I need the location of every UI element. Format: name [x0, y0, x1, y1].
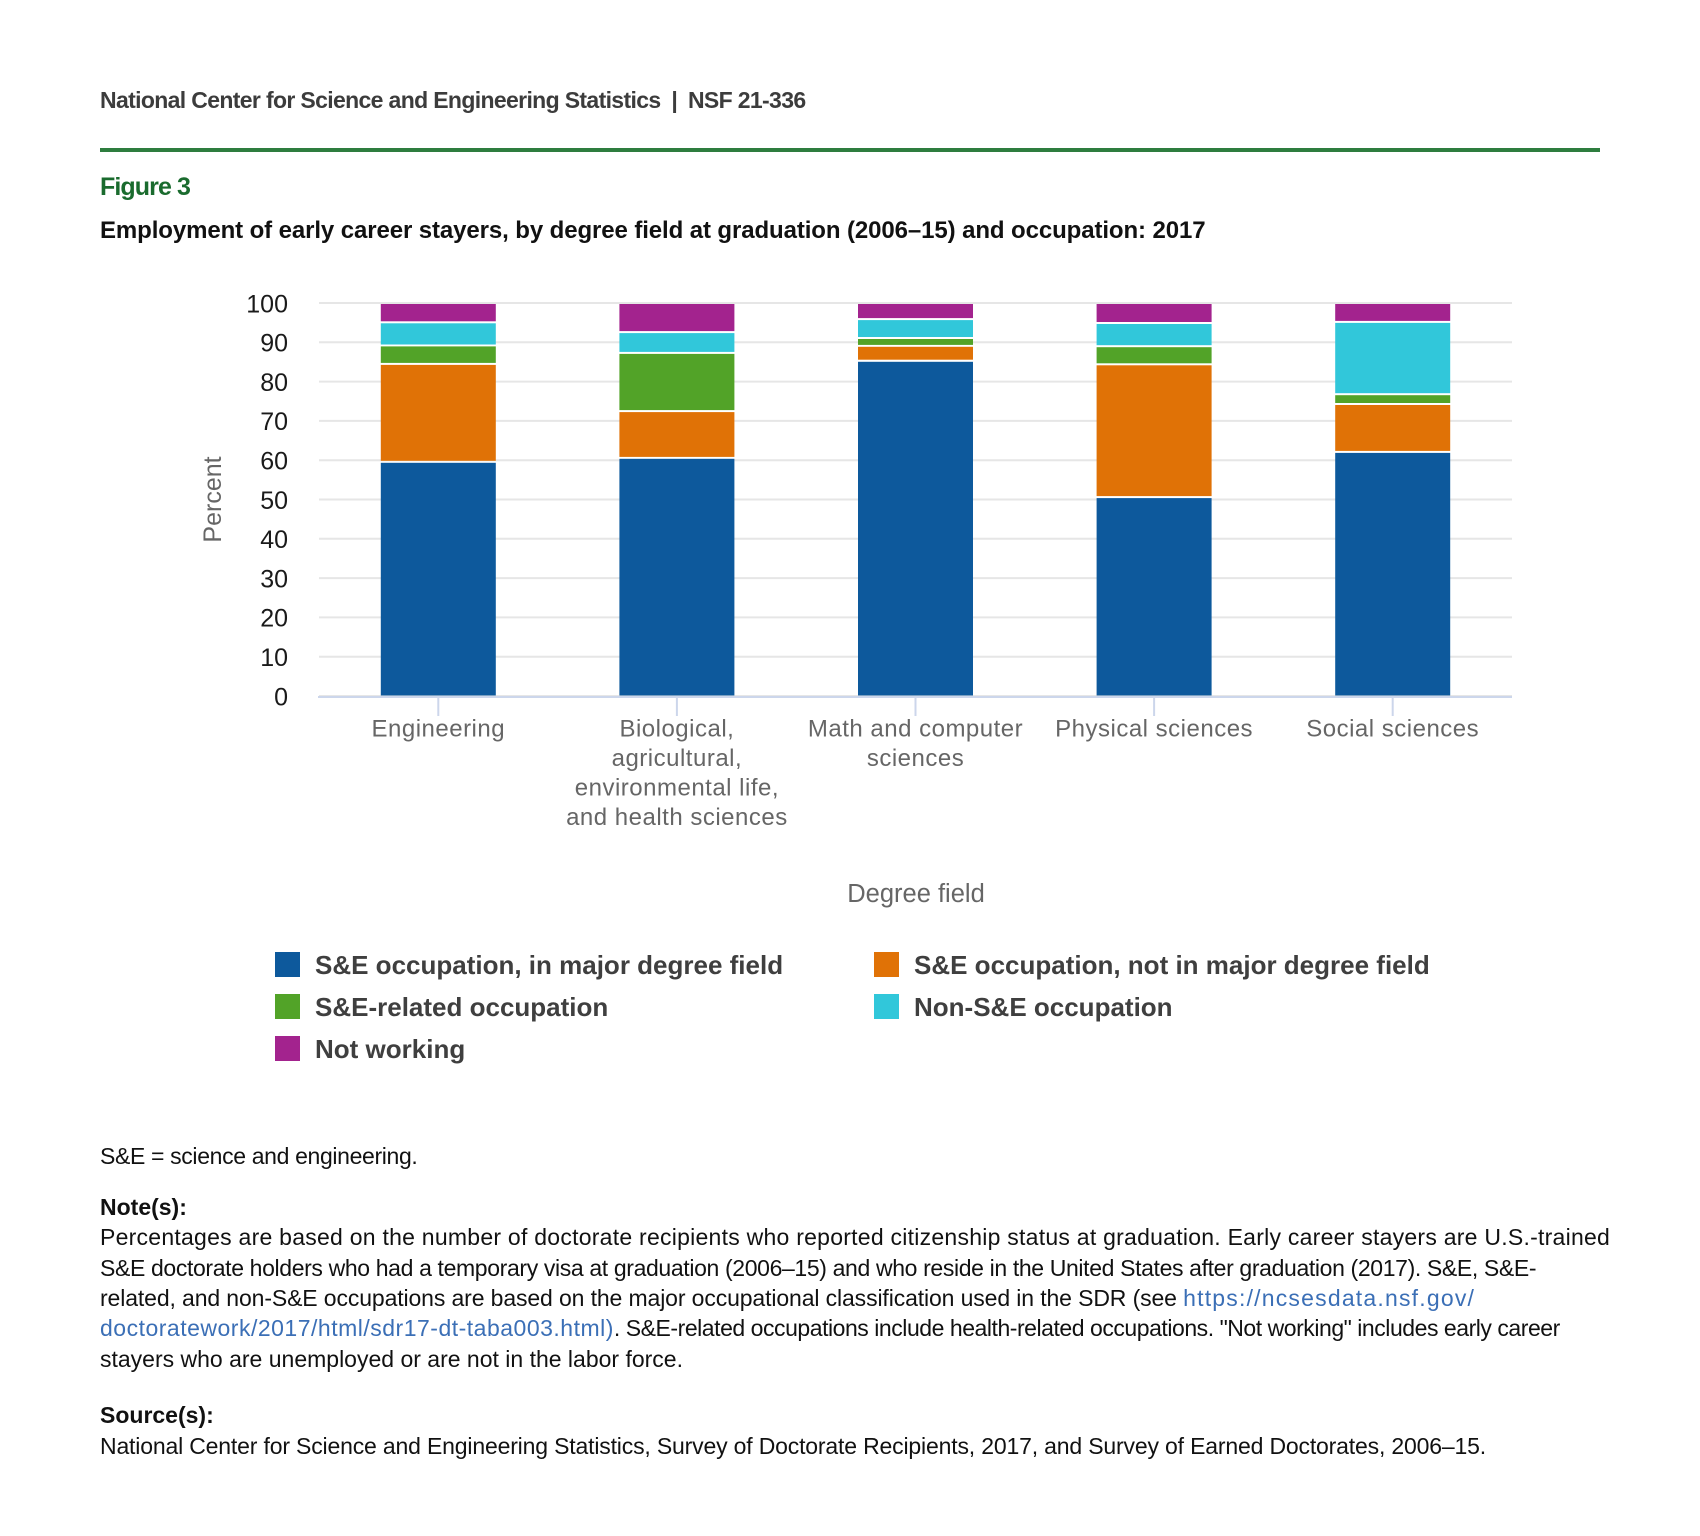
svg-text:20: 20: [260, 605, 288, 633]
svg-text:S&E occupation, not in major d: S&E occupation, not in major degree fiel…: [914, 950, 1430, 980]
svg-text:30: 30: [260, 565, 288, 593]
svg-text:Non-S&E occupation: Non-S&E occupation: [914, 992, 1173, 1022]
svg-text:80: 80: [260, 369, 288, 397]
svg-text:sciences: sciences: [867, 745, 964, 772]
svg-text:40: 40: [260, 526, 288, 554]
svg-text:10: 10: [260, 644, 288, 672]
svg-text:Percent: Percent: [199, 456, 227, 542]
svg-text:Engineering: Engineering: [371, 716, 505, 743]
svg-text:S&E occupation, in major degre: S&E occupation, in major degree field: [315, 950, 783, 980]
svg-text:environmental life,: environmental life,: [575, 775, 779, 802]
svg-text:S&E-related occupation: S&E-related occupation: [315, 992, 608, 1022]
svg-text:Not working: Not working: [315, 1034, 465, 1064]
svg-text:50: 50: [260, 487, 288, 515]
svg-text:60: 60: [260, 448, 288, 476]
svg-text:70: 70: [260, 408, 288, 436]
svg-text:90: 90: [260, 330, 288, 358]
svg-text:agricultural,: agricultural,: [612, 745, 743, 772]
svg-text:Physical sciences: Physical sciences: [1055, 716, 1253, 743]
svg-text:0: 0: [274, 683, 288, 711]
svg-text:Social sciences: Social sciences: [1306, 716, 1479, 743]
svg-text:Biological,: Biological,: [619, 716, 734, 743]
svg-text:Math and computer: Math and computer: [808, 716, 1023, 743]
svg-text:and health sciences: and health sciences: [566, 804, 788, 831]
svg-text:100: 100: [246, 290, 288, 318]
svg-text:Degree field: Degree field: [847, 880, 985, 908]
